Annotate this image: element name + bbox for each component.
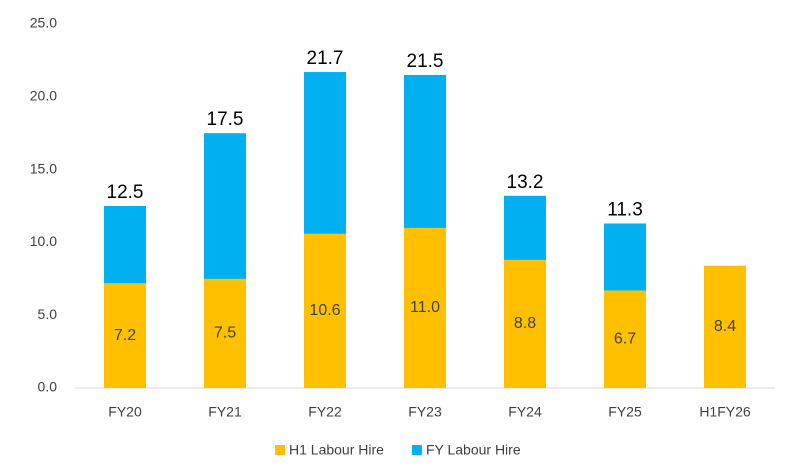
bar [304, 233, 346, 388]
bar [604, 290, 646, 388]
legend-label: FY Labour Hire [426, 442, 521, 458]
y-tick-label: 10.0 [30, 233, 57, 249]
bar [404, 227, 446, 388]
data-label: 6.7 [614, 330, 636, 347]
bar [704, 265, 746, 388]
legend-swatch [275, 445, 285, 455]
data-label: 7.5 [214, 325, 236, 342]
legend-swatch [411, 445, 422, 455]
x-tick-label: FY25 [608, 404, 642, 420]
data-label: 13.2 [507, 172, 544, 193]
x-tick-label: FY23 [408, 404, 442, 420]
x-tick-label: FY21 [208, 404, 242, 420]
bar [204, 278, 246, 388]
bar [104, 283, 146, 388]
legend-label: H1 Labour Hire [289, 442, 384, 458]
data-label: 10.6 [309, 302, 340, 319]
data-label: 7.2 [114, 327, 136, 344]
data-label: 11.0 [410, 299, 440, 316]
data-label: 8.4 [714, 318, 736, 335]
data-label: 21.5 [407, 51, 444, 72]
data-label: 12.5 [107, 182, 144, 203]
data-label: 11.3 [607, 199, 643, 220]
x-tick-label: FY20 [108, 404, 142, 420]
data-label: 21.7 [307, 48, 344, 69]
y-tick-label: 20.0 [30, 88, 57, 104]
data-label: 8.8 [514, 315, 536, 332]
bar [504, 259, 546, 388]
y-tick-label: 25.0 [30, 15, 57, 31]
y-tick-label: 15.0 [30, 160, 57, 176]
x-tick-label: FY22 [308, 404, 342, 420]
y-tick-label: 0.0 [38, 379, 58, 395]
x-tick-label: H1FY26 [699, 404, 751, 420]
data-label: 17.5 [207, 109, 244, 130]
y-tick-label: 5.0 [38, 306, 58, 322]
x-tick-label: FY24 [508, 404, 542, 420]
